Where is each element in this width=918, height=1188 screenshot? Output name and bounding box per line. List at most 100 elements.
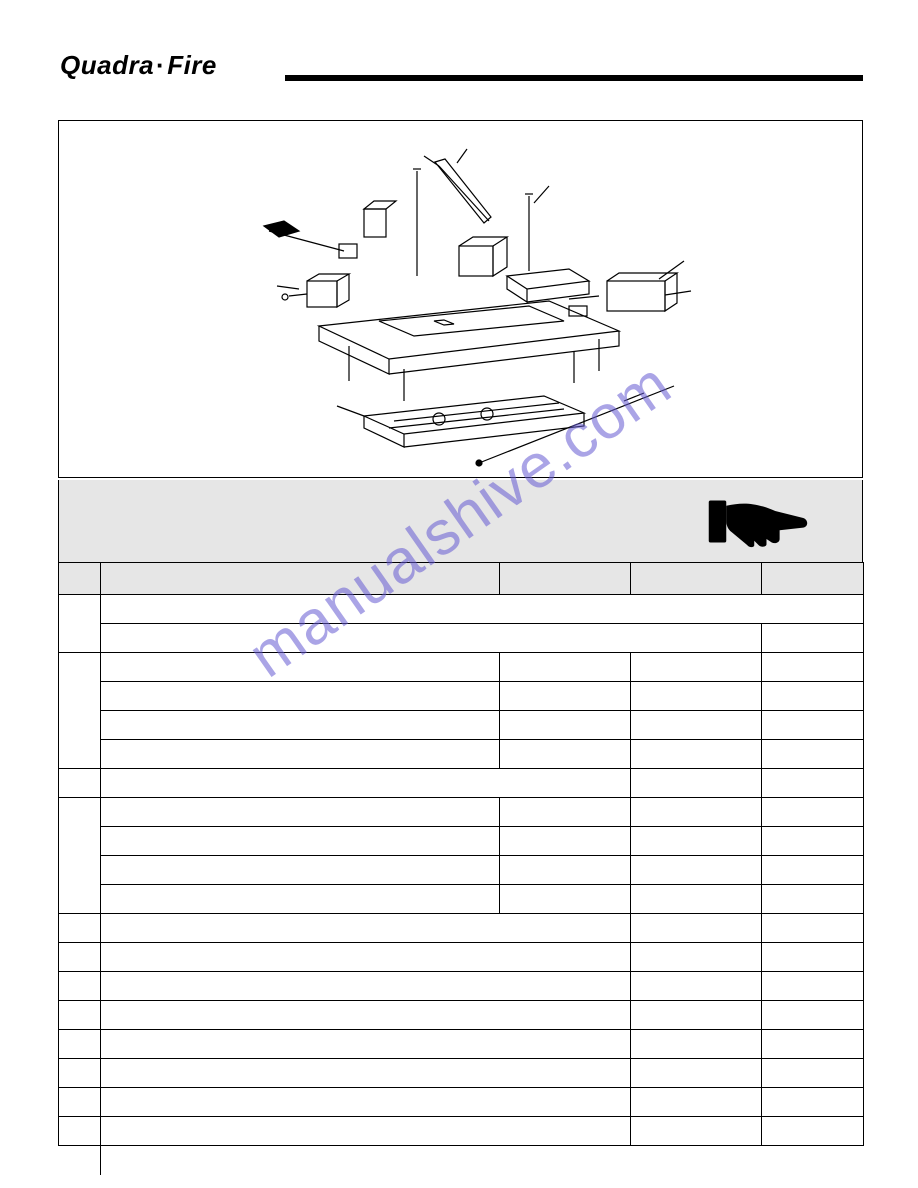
exploded-diagram-frame	[58, 120, 863, 478]
cell-stock	[762, 1117, 864, 1146]
cell-part	[631, 682, 762, 711]
cell-item	[59, 653, 101, 769]
cell-stock	[762, 1001, 864, 1030]
cell-stock	[762, 856, 864, 885]
cell-item	[59, 1117, 101, 1146]
cell-comm	[500, 798, 631, 827]
table-row	[59, 711, 864, 740]
table-row	[59, 624, 864, 653]
cell-part	[631, 1117, 762, 1146]
brand-logo: Quadra·Fire	[60, 50, 217, 81]
cell-desc	[101, 798, 500, 827]
table-row	[59, 1059, 864, 1088]
cell-part	[631, 943, 762, 972]
table-row	[59, 827, 864, 856]
exploded-parts-diagram	[229, 131, 709, 471]
cell-comm	[500, 711, 631, 740]
table-row	[59, 856, 864, 885]
cell-item	[59, 914, 101, 943]
cell-stock	[762, 885, 864, 914]
cell-item	[59, 1088, 101, 1117]
table-header-row	[59, 563, 864, 595]
cell-stock	[762, 1088, 864, 1117]
cell-item	[59, 1146, 101, 1175]
cell-item	[59, 595, 101, 653]
cell-stock	[762, 1030, 864, 1059]
cell-part	[631, 653, 762, 682]
cell-comm	[500, 885, 631, 914]
cell-stock	[762, 972, 864, 1001]
header-rule	[285, 75, 863, 81]
parts-table	[58, 562, 864, 1175]
cell-stock	[762, 769, 864, 798]
table-row	[59, 682, 864, 711]
cell-stock	[762, 914, 864, 943]
col-item-header	[59, 563, 101, 595]
cell-part	[631, 1059, 762, 1088]
cell-stock	[762, 798, 864, 827]
cell-desc-wide2	[101, 1001, 631, 1030]
col-desc-header	[101, 563, 500, 595]
cell-part	[631, 1030, 762, 1059]
cell-comm	[500, 856, 631, 885]
cell-stock	[762, 711, 864, 740]
cell-footer-span	[101, 1146, 864, 1175]
cell-part	[631, 972, 762, 1001]
table-row	[59, 914, 864, 943]
cell-part	[631, 711, 762, 740]
pointing-hand-icon	[707, 494, 812, 549]
table-row	[59, 653, 864, 682]
cell-part	[631, 1001, 762, 1030]
cell-desc	[101, 856, 500, 885]
cell-desc	[101, 653, 500, 682]
cell-comm	[500, 653, 631, 682]
cell-item	[59, 1001, 101, 1030]
cell-item	[59, 798, 101, 914]
cell-part	[631, 856, 762, 885]
table-row	[59, 740, 864, 769]
cell-desc-wide2	[101, 1030, 631, 1059]
brand-separator: ·	[154, 50, 167, 80]
cell-part	[631, 1088, 762, 1117]
table-row	[59, 972, 864, 1001]
cell-desc-wide	[101, 595, 864, 624]
cell-desc	[101, 769, 631, 798]
cell-desc-wide2	[101, 943, 631, 972]
stocked-note-bar	[58, 480, 863, 562]
col-part-header	[631, 563, 762, 595]
table-row	[59, 769, 864, 798]
brand-word-a: Quadra	[60, 50, 154, 80]
cell-item	[59, 1059, 101, 1088]
table-row	[59, 1030, 864, 1059]
cell-item	[59, 972, 101, 1001]
cell-comm	[500, 682, 631, 711]
table-row	[59, 1117, 864, 1146]
table-row	[59, 595, 864, 624]
cell-stock	[762, 943, 864, 972]
cell-item	[59, 769, 101, 798]
cell-desc-wide2	[101, 1059, 631, 1088]
cell-stock	[762, 624, 864, 653]
cell-desc	[101, 972, 631, 1001]
cell-desc-part-span	[101, 624, 762, 653]
cell-stock	[762, 653, 864, 682]
cell-comm	[500, 827, 631, 856]
cell-desc	[101, 885, 500, 914]
table-row	[59, 798, 864, 827]
cell-desc	[101, 827, 500, 856]
cell-item	[59, 1030, 101, 1059]
parts-table-body	[59, 595, 864, 1175]
cell-part	[631, 740, 762, 769]
cell-desc	[101, 740, 500, 769]
brand-word-b: Fire	[167, 50, 217, 80]
table-row	[59, 1146, 864, 1175]
cell-part	[631, 769, 762, 798]
cell-part	[631, 914, 762, 943]
col-comm-header	[500, 563, 631, 595]
cell-part	[631, 798, 762, 827]
table-row	[59, 885, 864, 914]
cell-desc-wide2	[101, 1117, 631, 1146]
table-row	[59, 1001, 864, 1030]
table-row	[59, 943, 864, 972]
cell-stock	[762, 827, 864, 856]
